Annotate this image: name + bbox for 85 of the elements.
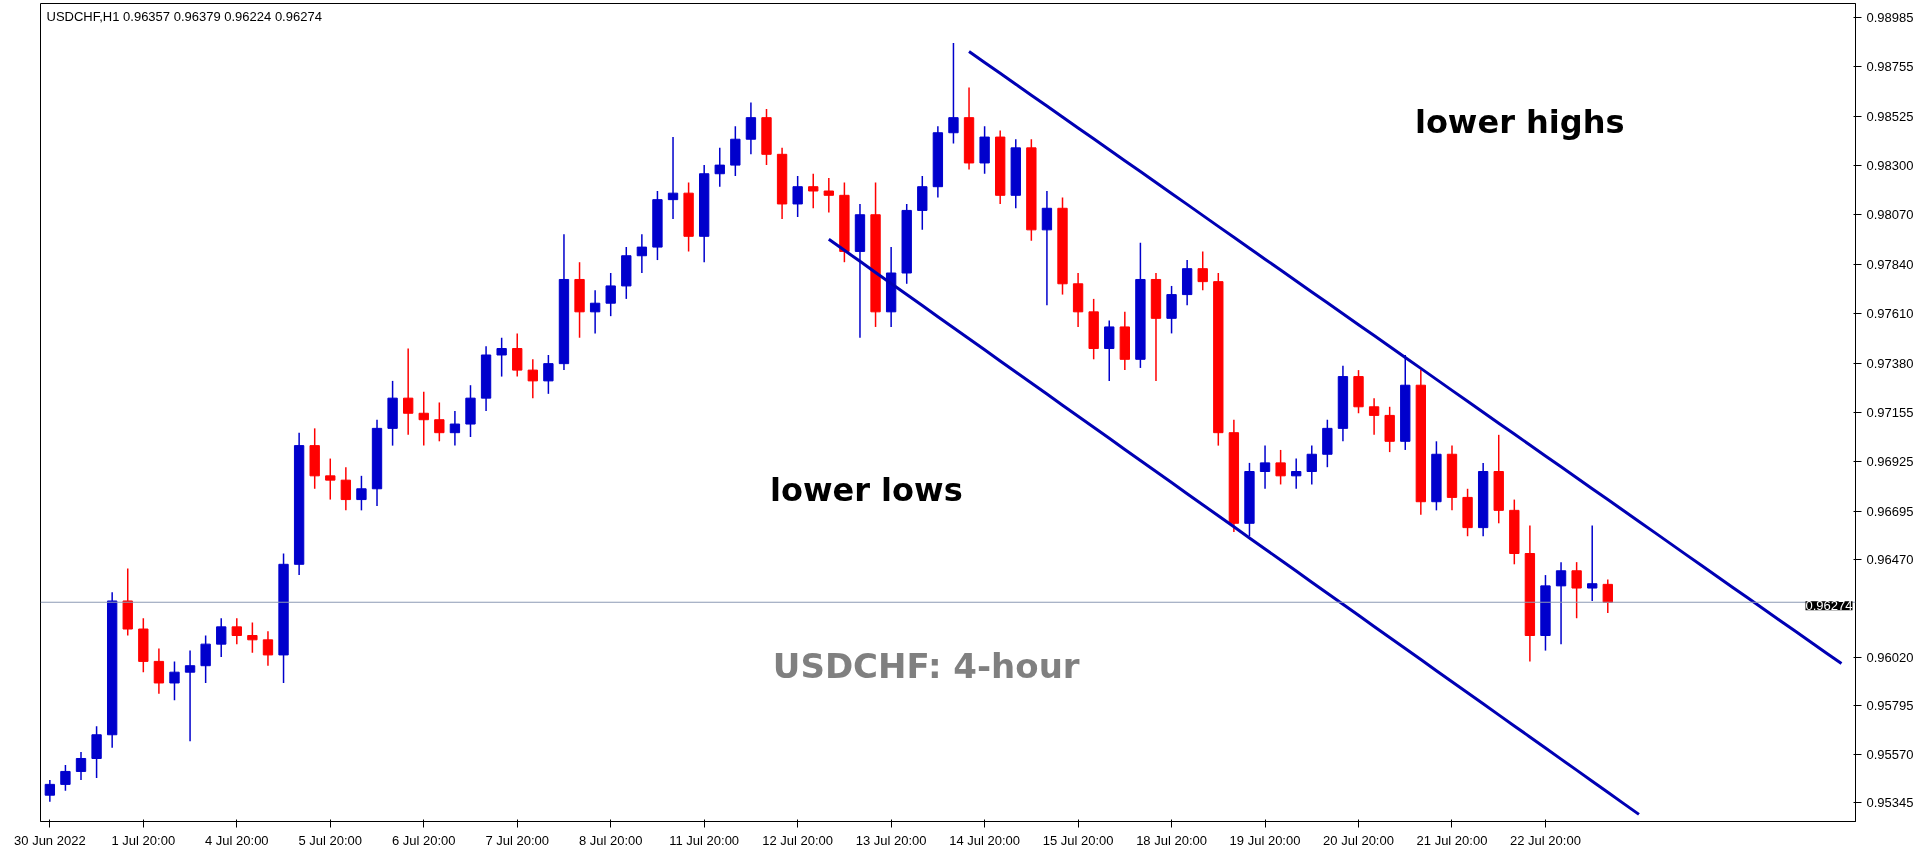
y-tick-label: 0.96925	[1866, 454, 1914, 470]
y-tick-label: 0.98985	[1866, 9, 1914, 25]
candlestick	[1041, 190, 1053, 307]
y-tick-label: 0.96470	[1866, 552, 1914, 568]
candlestick	[247, 621, 258, 654]
candlestick	[449, 410, 461, 447]
candlestick	[1368, 397, 1380, 436]
candlestick	[1275, 449, 1286, 486]
candlestick	[917, 175, 928, 231]
x-tick-label: 30 Jun 2022	[14, 832, 86, 848]
candlestick	[512, 332, 523, 378]
candlestick	[75, 751, 87, 781]
candlestick	[1104, 319, 1115, 382]
x-tick-label: 11 Jul 20:00	[669, 832, 740, 848]
candlestick	[1571, 561, 1582, 619]
y-tick-label: 0.97380	[1866, 356, 1914, 372]
y-tick-label: 0.98755	[1866, 59, 1914, 75]
candlestick	[44, 779, 56, 803]
x-tick-label: 12 Jul 20:00	[762, 832, 834, 848]
candlestick	[216, 617, 227, 658]
candlestick	[1291, 457, 1302, 490]
candlestick	[792, 175, 803, 218]
x-tick-label: 1 Jul 20:00	[111, 832, 176, 848]
candlestick	[91, 725, 102, 779]
x-tick-label: 13 Jul 20:00	[855, 832, 927, 848]
ref-line-label: 0.96274	[1805, 598, 1853, 614]
candlestick	[60, 764, 71, 792]
candlestick	[434, 401, 445, 443]
candlestick	[1197, 250, 1208, 292]
annotation: USDCHF: 4-hour	[772, 646, 1080, 687]
candlestick	[262, 630, 274, 667]
x-tick-label: 8 Jul 20:00	[578, 832, 643, 848]
x-tick-label: 5 Jul 20:00	[298, 832, 363, 848]
candlestick	[356, 475, 367, 512]
candlestick	[714, 147, 725, 188]
candlestick	[169, 660, 180, 701]
candlestick	[340, 466, 352, 512]
x-tick-label: 19 Jul 20:00	[1229, 832, 1301, 848]
y-tick-label: 0.98070	[1866, 207, 1914, 223]
y-tick-label: 0.98525	[1866, 109, 1914, 125]
candlestick	[153, 647, 165, 695]
y-tick-label: 0.97155	[1866, 404, 1914, 420]
candlestick	[636, 233, 648, 274]
candlestick	[1587, 524, 1598, 602]
y-tick-label: 0.97840	[1866, 256, 1914, 272]
y-tick-label: 0.97610	[1866, 306, 1914, 322]
candlestick	[1602, 578, 1613, 614]
candlestick	[808, 173, 819, 210]
candlestick	[200, 634, 211, 684]
y-tick-label: 0.98300	[1866, 157, 1914, 173]
candlestick	[325, 457, 336, 501]
x-tick-label: 4 Jul 20:00	[205, 832, 269, 848]
candlestick	[823, 177, 834, 214]
candlestick	[418, 390, 429, 447]
candlestick	[589, 289, 601, 335]
x-tick-label: 14 Jul 20:00	[949, 832, 1021, 848]
candlestick	[1166, 285, 1177, 335]
candlestick	[543, 354, 554, 395]
candlestick	[948, 42, 959, 145]
candlestick	[667, 136, 679, 220]
candlestick	[527, 358, 538, 399]
candlestick	[1555, 561, 1567, 645]
annotation: lower highs	[1414, 103, 1625, 142]
candlestick	[1306, 444, 1317, 486]
candlestick	[745, 101, 757, 156]
y-tick-label: 0.95345	[1866, 795, 1914, 811]
candlestick	[1259, 444, 1271, 490]
chart-title: USDCHF,H1 0.96357 0.96379 0.96224 0.96274	[46, 8, 322, 24]
annotation: lower lows	[769, 471, 963, 510]
y-tick-label: 0.95570	[1866, 746, 1914, 762]
candlestick	[231, 617, 242, 645]
y-tick-label: 0.96020	[1866, 649, 1914, 665]
y-tick-label: 0.96695	[1866, 503, 1914, 519]
x-tick-label: 20 Jul 20:00	[1323, 832, 1394, 848]
candlestick	[403, 347, 414, 436]
candlestick	[496, 336, 507, 378]
y-tick-label: 0.95795	[1866, 698, 1914, 714]
x-tick-label: 18 Jul 20:00	[1136, 832, 1207, 848]
x-tick-label: 22 Jul 20:00	[1510, 832, 1581, 848]
candlestick	[184, 649, 196, 742]
candlestick	[605, 272, 616, 317]
x-tick-label: 21 Jul 20:00	[1416, 832, 1488, 848]
x-tick-label: 15 Jul 20:00	[1042, 832, 1114, 848]
x-tick-label: 6 Jul 20:00	[391, 832, 456, 848]
x-tick-label: 7 Jul 20:00	[485, 832, 550, 848]
